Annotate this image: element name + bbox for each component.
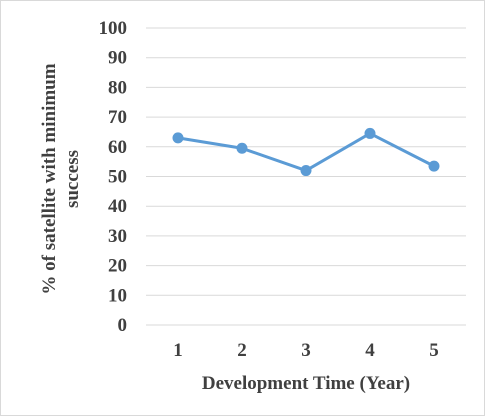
y-tick-label: 30 (108, 226, 127, 247)
data-point (428, 160, 440, 172)
x-tick-label: 5 (429, 340, 439, 361)
data-point (364, 127, 376, 139)
y-tick-label: 90 (108, 48, 127, 69)
x-axis-label: Development Time (Year) (202, 373, 410, 394)
x-tick-label: 1 (173, 340, 183, 361)
y-tick-label: 50 (108, 167, 127, 188)
y-tick-label: 60 (108, 137, 127, 158)
y-tick-label: 100 (99, 18, 128, 39)
y-tick-labels: 0 10 20 30 40 50 60 70 80 90 100 (99, 18, 128, 336)
x-tick-label: 4 (365, 340, 375, 361)
y-tick-label: 70 (108, 107, 127, 128)
y-axis-label-line-2: success (62, 150, 83, 208)
x-tick-label: 2 (237, 340, 247, 361)
y-tick-label: 0 (118, 315, 128, 336)
x-tick-labels: 1 2 3 4 5 (173, 340, 439, 361)
data-point (236, 142, 248, 154)
y-tick-label: 40 (108, 196, 127, 217)
series-line (177, 131, 435, 173)
y-axis-label-line-1: % of satellite with minimum (39, 63, 60, 294)
y-tick-label: 20 (108, 256, 127, 277)
y-tick-label: 10 (108, 285, 127, 306)
y-tick-label: 80 (108, 77, 127, 98)
data-point (172, 132, 184, 144)
x-tick-label: 3 (301, 340, 311, 361)
gridlines (146, 27, 466, 326)
series-group (172, 127, 440, 177)
data-point (300, 165, 312, 177)
